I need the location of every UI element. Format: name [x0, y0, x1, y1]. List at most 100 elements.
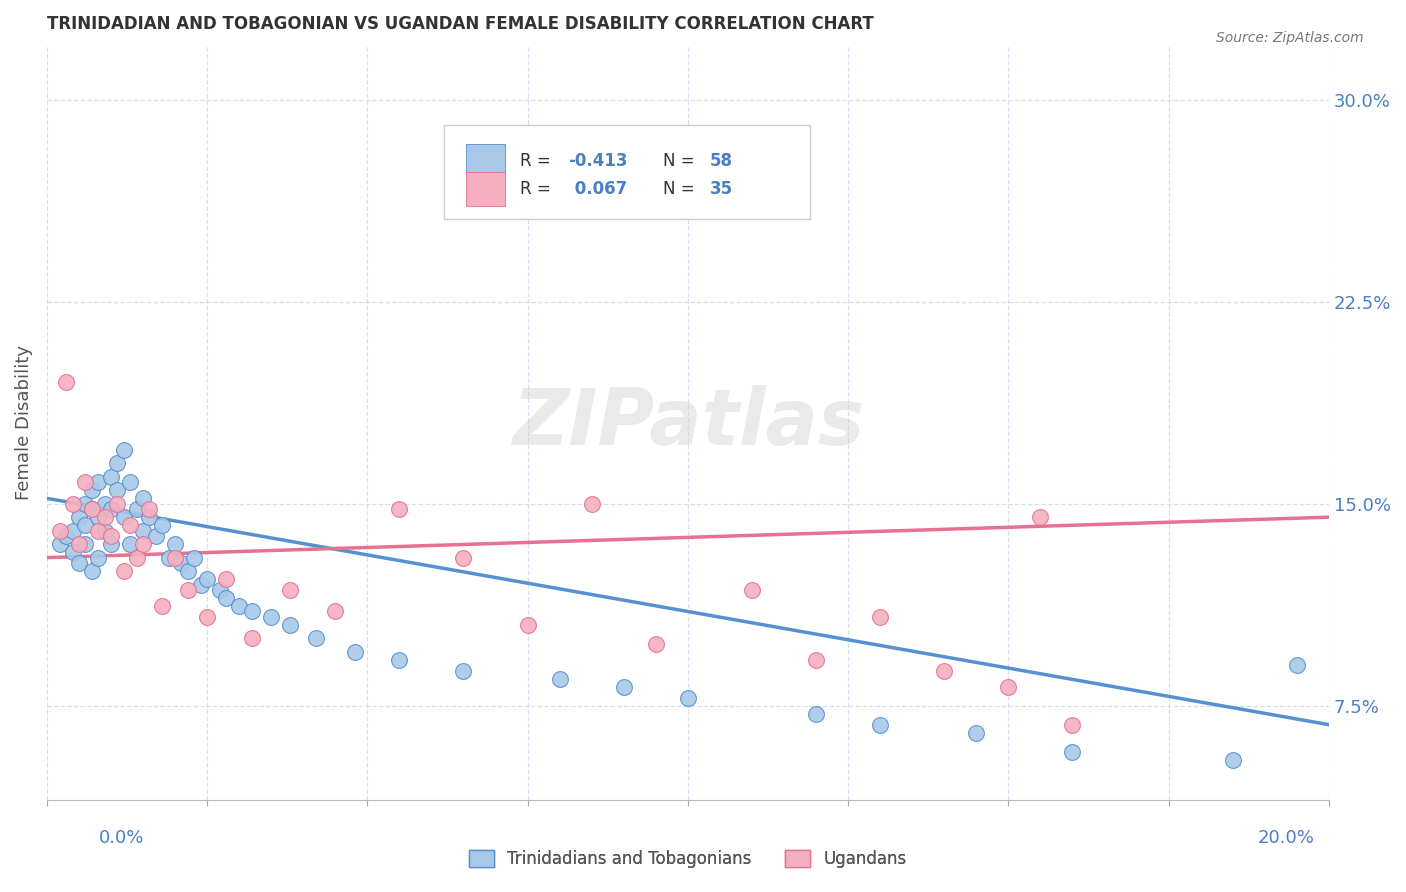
Point	[869, 610, 891, 624]
Point	[183, 550, 205, 565]
Point	[190, 577, 212, 591]
Point	[112, 510, 135, 524]
FancyBboxPatch shape	[465, 144, 505, 178]
Point	[80, 483, 103, 498]
Point	[138, 510, 160, 524]
Text: ZIPatlas: ZIPatlas	[512, 384, 863, 461]
Point	[177, 564, 200, 578]
Point	[112, 564, 135, 578]
Point	[132, 491, 155, 506]
Point	[125, 502, 148, 516]
Point	[105, 483, 128, 498]
Point	[138, 502, 160, 516]
Point	[132, 524, 155, 538]
Text: R =: R =	[520, 180, 555, 198]
Point	[100, 469, 122, 483]
Point	[613, 680, 636, 694]
Point	[93, 524, 115, 538]
Point	[87, 550, 110, 565]
Text: N =: N =	[664, 152, 700, 169]
Point	[280, 618, 302, 632]
Point	[228, 599, 250, 613]
Point	[112, 442, 135, 457]
Text: Source: ZipAtlas.com: Source: ZipAtlas.com	[1216, 31, 1364, 45]
Text: N =: N =	[664, 180, 700, 198]
Point	[869, 717, 891, 731]
Point	[80, 502, 103, 516]
Point	[177, 582, 200, 597]
Point	[804, 653, 827, 667]
Point	[132, 537, 155, 551]
Point	[87, 510, 110, 524]
Text: TRINIDADIAN AND TOBAGONIAN VS UGANDAN FEMALE DISABILITY CORRELATION CHART: TRINIDADIAN AND TOBAGONIAN VS UGANDAN FE…	[46, 15, 873, 33]
Point	[87, 524, 110, 538]
Point	[67, 556, 90, 570]
Point	[100, 529, 122, 543]
Point	[195, 610, 218, 624]
Point	[67, 537, 90, 551]
Y-axis label: Female Disability: Female Disability	[15, 345, 32, 500]
Point	[145, 529, 167, 543]
Point	[1285, 658, 1308, 673]
Text: 0.067: 0.067	[568, 180, 627, 198]
Point	[195, 572, 218, 586]
Point	[215, 572, 238, 586]
Point	[804, 706, 827, 721]
Point	[75, 475, 97, 490]
Point	[105, 497, 128, 511]
Text: 0.0%: 0.0%	[98, 830, 143, 847]
Point	[120, 537, 142, 551]
Point	[215, 591, 238, 605]
Point	[644, 637, 666, 651]
Point	[157, 550, 180, 565]
Point	[105, 456, 128, 470]
Point	[997, 680, 1019, 694]
Point	[343, 645, 366, 659]
Point	[1062, 745, 1084, 759]
Point	[1062, 717, 1084, 731]
FancyBboxPatch shape	[465, 172, 505, 206]
Point	[208, 582, 231, 597]
Text: R =: R =	[520, 152, 555, 169]
Point	[548, 672, 571, 686]
Point	[260, 610, 283, 624]
Point	[93, 497, 115, 511]
Point	[62, 497, 84, 511]
Point	[388, 653, 411, 667]
Point	[934, 664, 956, 678]
Point	[125, 550, 148, 565]
Point	[62, 545, 84, 559]
Point	[75, 497, 97, 511]
Point	[741, 582, 763, 597]
Point	[323, 605, 346, 619]
Point	[93, 510, 115, 524]
Point	[120, 475, 142, 490]
Point	[100, 537, 122, 551]
Point	[80, 564, 103, 578]
Text: -0.413: -0.413	[568, 152, 628, 169]
Point	[87, 475, 110, 490]
Point	[1222, 753, 1244, 767]
Point	[305, 632, 328, 646]
Point	[100, 502, 122, 516]
Point	[150, 518, 173, 533]
Point	[55, 529, 77, 543]
Point	[165, 550, 187, 565]
Point	[75, 537, 97, 551]
Point	[67, 510, 90, 524]
Point	[240, 632, 263, 646]
Point	[280, 582, 302, 597]
Point	[150, 599, 173, 613]
Point	[75, 518, 97, 533]
Point	[676, 690, 699, 705]
Point	[965, 725, 987, 739]
Point	[453, 550, 475, 565]
FancyBboxPatch shape	[444, 125, 810, 219]
Point	[48, 537, 70, 551]
Point	[62, 524, 84, 538]
Point	[516, 618, 538, 632]
Point	[240, 605, 263, 619]
Point	[1029, 510, 1052, 524]
Point	[120, 518, 142, 533]
Text: 20.0%: 20.0%	[1258, 830, 1315, 847]
